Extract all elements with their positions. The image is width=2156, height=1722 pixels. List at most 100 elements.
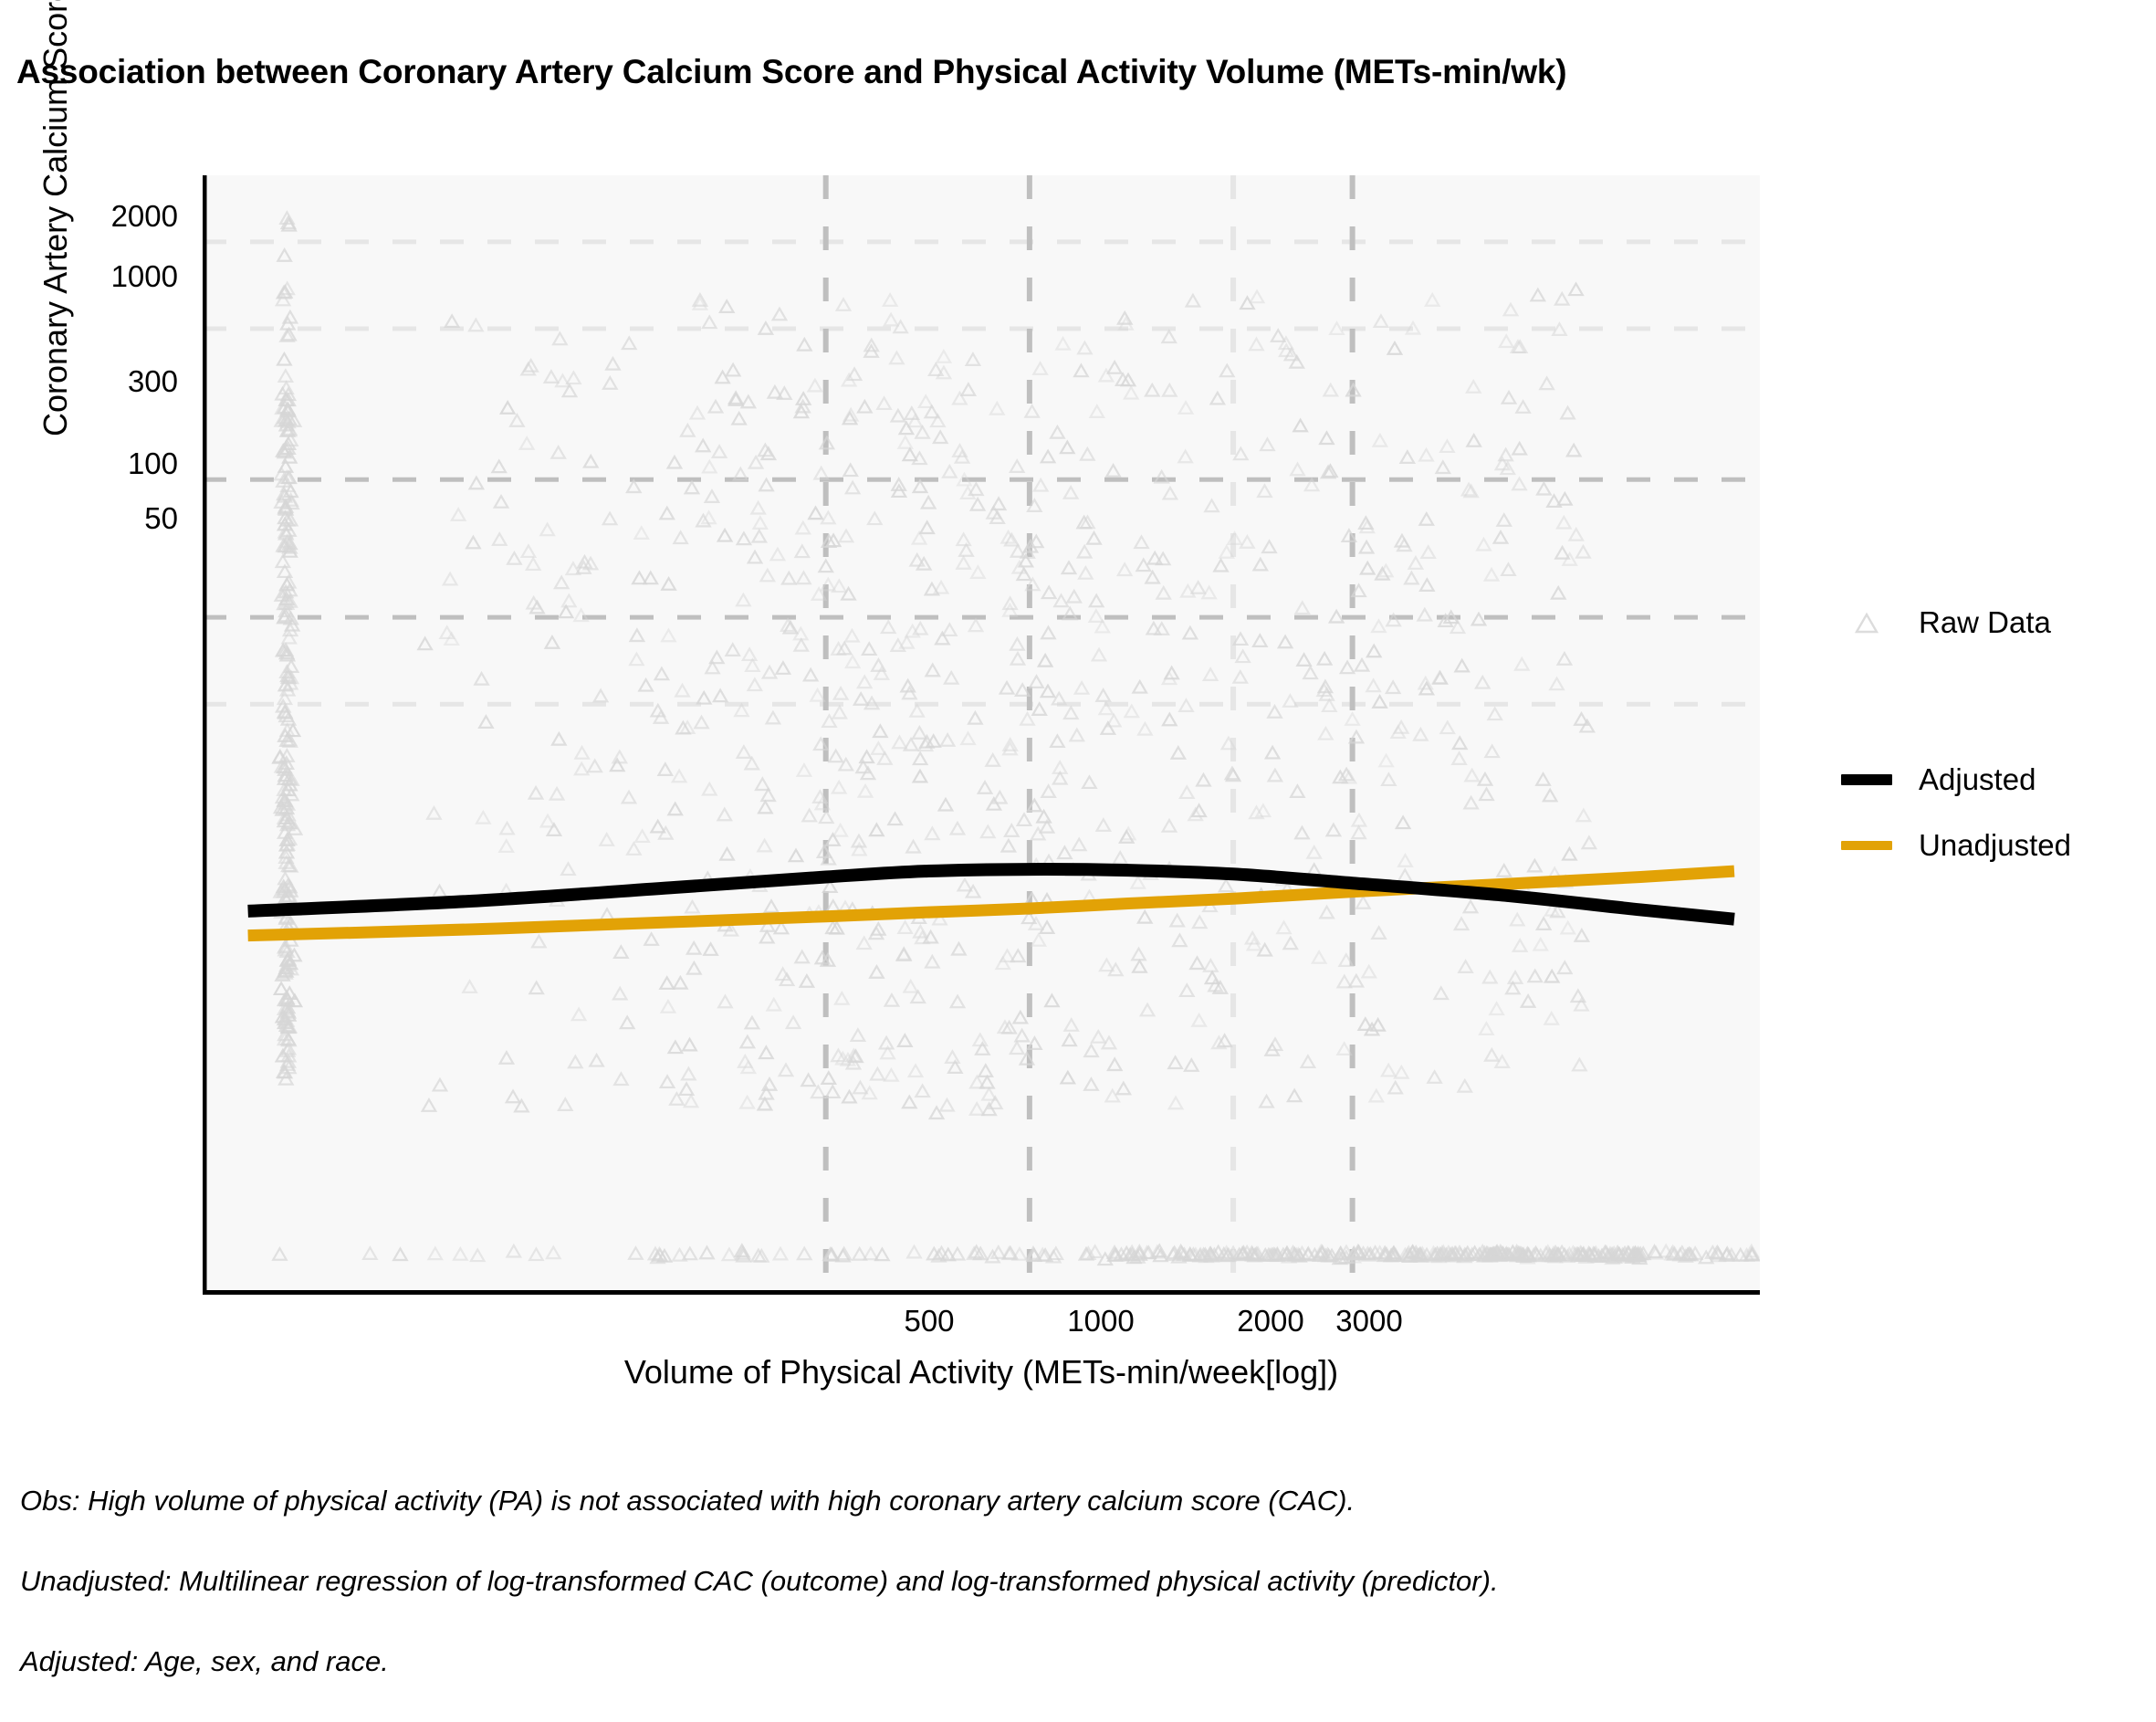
data-point [863,695,881,710]
data-point [557,604,575,619]
data-point [1054,335,1072,351]
data-point [1426,1069,1443,1084]
data-point [856,398,874,414]
legend-item-adjusted[interactable]: Adjusted [1835,760,2154,800]
data-point [876,751,894,765]
data-point [656,761,674,776]
data-point [281,539,298,554]
data-point [999,948,1016,963]
data-point [1293,600,1311,615]
data-point [1028,674,1045,689]
data-point [1556,490,1574,506]
data-point [1031,361,1049,375]
data-point [1498,333,1515,349]
data-point [1056,845,1073,860]
data-point [666,801,684,816]
data-point [849,1027,867,1043]
x-tick-label-2000: 2000 [1237,1304,1304,1338]
data-point [1285,1087,1303,1103]
data-point [276,609,293,625]
data-point [1052,770,1069,785]
y-axis-title: Coronary Artery Calcium Score (log) [37,0,74,436]
data-point [1432,985,1450,1001]
data-point [1350,583,1367,598]
data-point [518,436,536,450]
data-point [279,436,298,451]
data-point [1554,290,1571,306]
data-point [1439,438,1456,454]
data-point [1561,845,1578,861]
data-point [758,477,775,492]
data-point [1223,765,1241,781]
data-point [843,627,861,643]
data-point [1018,1050,1036,1066]
data-point [1372,313,1390,329]
data-point [906,1063,925,1078]
data-point [898,634,916,649]
data-point [918,520,936,535]
data-point [1026,498,1043,512]
data-point [1601,1245,1619,1261]
data-point [1160,329,1177,344]
data-point [939,1246,957,1262]
data-point [968,1101,986,1116]
data-point [914,424,931,439]
data-point [870,920,887,936]
data-point [1338,659,1356,675]
data-point [1211,980,1229,994]
data-point [1017,552,1035,568]
data-point [851,841,868,856]
data-point [1321,698,1338,713]
data-point [759,929,776,944]
data-point [937,796,955,812]
data-point [901,446,919,462]
data-point [680,1066,697,1081]
data-point [1506,970,1524,984]
data-point [1335,1041,1353,1055]
data-point [691,292,709,307]
data-point [604,355,622,371]
data-point [1362,1245,1379,1261]
data-point [1163,665,1180,680]
data-point [916,737,935,752]
data-point [979,1074,996,1089]
data-point [1357,539,1376,554]
data-point [1411,1245,1429,1261]
data-point [1519,992,1537,1008]
data-point [1663,1245,1680,1261]
data-point [1191,914,1209,929]
data-point [989,1244,1007,1259]
data-point [1059,439,1076,455]
data-point [1377,752,1395,768]
data-point [1353,656,1371,672]
data-point [1043,992,1061,1008]
legend-item-unadjusted[interactable]: Unadjusted [1835,825,2154,866]
data-point [274,967,291,982]
data-point [1418,446,1435,462]
data-point [1303,477,1321,492]
data-point [1187,806,1204,822]
data-point [416,635,434,651]
data-point [1387,1079,1404,1095]
data-point [1538,375,1555,391]
data-point [1500,389,1518,404]
data-point [1062,605,1079,621]
data-point [1289,461,1306,477]
legend-item-raw-data[interactable]: Raw Data [1835,603,2154,643]
data-point [765,996,782,1012]
data-point [896,1033,914,1048]
data-point [912,923,929,939]
data-point [1097,367,1115,383]
data-point [956,471,973,487]
data-point [756,837,773,853]
data-point [1251,556,1269,572]
data-point [1219,735,1238,751]
legend-label-raw-data: Raw Data [1919,605,2051,639]
data-point [1427,1246,1444,1262]
data-point [612,944,630,959]
data-point [1073,679,1091,695]
data-point [684,898,701,914]
data-point [919,494,937,509]
data-point [798,973,816,988]
data-point [1526,968,1544,983]
